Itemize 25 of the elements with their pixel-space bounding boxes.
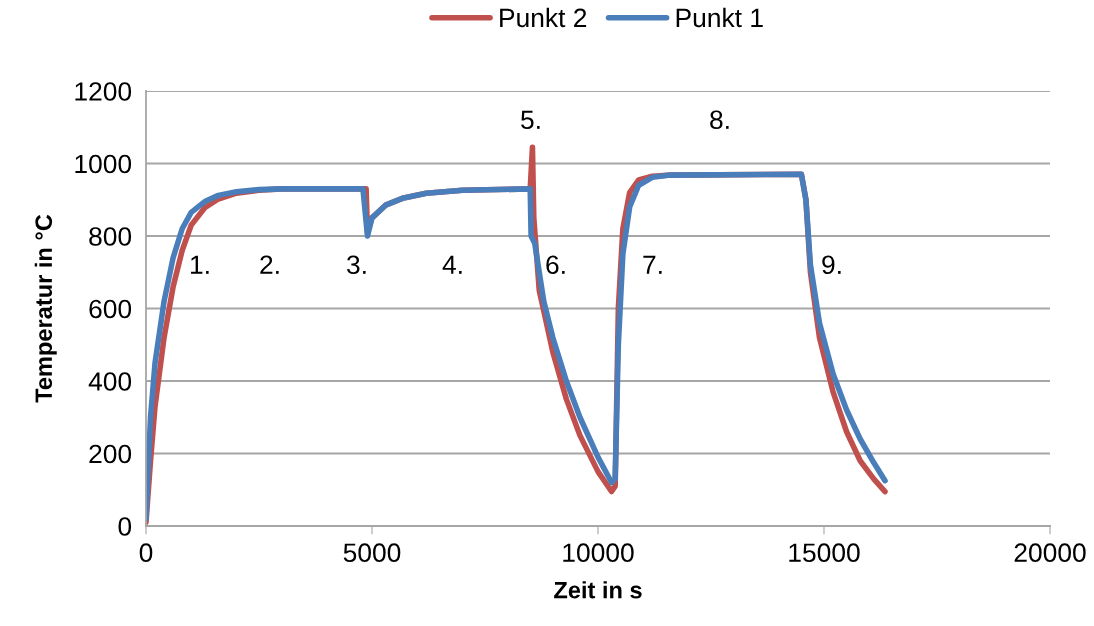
x-tick-label: 0	[139, 543, 153, 563]
annotation: 9.	[822, 255, 841, 275]
y-tick-label: 1200	[75, 82, 132, 101]
annotation: 8.	[710, 110, 729, 130]
y-tick-label: 800	[89, 227, 132, 246]
y-tick-label: 200	[89, 444, 132, 464]
x-tick-label: 15000	[789, 543, 860, 563]
annotation: 1.	[191, 255, 209, 274]
annotation: 5.	[521, 110, 540, 130]
x-tick-label: 5000	[343, 543, 401, 563]
annotation: 7.	[643, 255, 662, 274]
x-axis-title: Zeit in s	[554, 581, 642, 599]
x-tick-label: 20000	[1014, 543, 1086, 563]
y-tick-label: 1000	[75, 154, 132, 174]
legend-label: Punkt 1	[676, 7, 763, 28]
y-tick-label: 600	[89, 299, 132, 319]
y-tick-label: 400	[88, 372, 132, 391]
x-tick-label: 10000	[563, 543, 634, 563]
y-tick-label: 0	[118, 517, 132, 536]
y-axis-title: Temperatur in °C	[34, 214, 57, 403]
annotation: 2.	[260, 255, 279, 274]
annotation: 3.	[347, 255, 366, 275]
annotation: 6.	[546, 255, 565, 275]
annotation: 4.	[442, 255, 462, 274]
legend-label: Punkt 2	[500, 7, 587, 28]
